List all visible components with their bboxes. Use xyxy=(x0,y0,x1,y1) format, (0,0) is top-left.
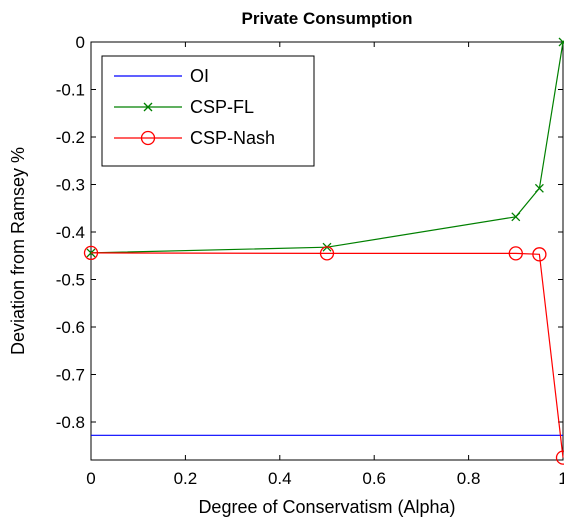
marker-circle xyxy=(319,246,335,261)
y-tick-label: -0.6 xyxy=(56,318,85,337)
y-tick-label: -0.5 xyxy=(56,271,85,290)
legend-box xyxy=(101,55,315,167)
y-tick-label: -0.7 xyxy=(56,366,85,385)
x-tick-label: 0.4 xyxy=(268,469,292,488)
y-tick-label: -0.4 xyxy=(56,223,85,242)
y-axis-title: Deviation from Ramsey % xyxy=(8,147,28,355)
legend-item: OI xyxy=(114,66,209,86)
legend: OI CSP-FL CSP-Nash xyxy=(101,55,315,167)
y-tick-label: -0.2 xyxy=(56,128,85,147)
marker-x xyxy=(558,37,564,47)
chart-title: Private Consumption xyxy=(242,9,413,28)
series-layer xyxy=(83,37,564,465)
x-tick-label: 0 xyxy=(86,469,95,488)
legend-item: CSP-FL xyxy=(114,97,254,117)
marker-circle xyxy=(532,247,547,262)
marker-circle xyxy=(140,130,156,146)
legend-item: CSP-Nash xyxy=(114,128,275,148)
legend-label: CSP-FL xyxy=(190,97,254,117)
series-csp-nash xyxy=(83,245,564,465)
y-tick-label: -0.3 xyxy=(56,176,85,195)
marker-stroke xyxy=(511,212,521,222)
x-axis-title: Degree of Conservatism (Alpha) xyxy=(198,497,455,517)
legend-label: OI xyxy=(190,66,209,86)
marker-x xyxy=(143,102,153,112)
marker-circle xyxy=(83,245,99,261)
marker-stroke xyxy=(558,40,564,47)
marker-circle xyxy=(555,450,564,465)
y-tick-label: -0.1 xyxy=(56,81,85,100)
y-tick-label: -0.8 xyxy=(56,413,85,432)
series-line xyxy=(90,252,564,458)
marker-stroke xyxy=(534,183,544,193)
y-tick-label: 0 xyxy=(76,33,85,52)
marker-x xyxy=(511,212,521,222)
x-tick-label: 0.2 xyxy=(174,469,198,488)
legend-label: CSP-Nash xyxy=(190,128,275,148)
marker-stroke xyxy=(143,102,153,112)
marker-x xyxy=(534,183,544,193)
x-tick-label: 0.8 xyxy=(457,469,481,488)
x-tick-label: 1 xyxy=(558,469,564,488)
marker-circle xyxy=(508,246,523,261)
x-tick-label: 0.6 xyxy=(362,469,386,488)
